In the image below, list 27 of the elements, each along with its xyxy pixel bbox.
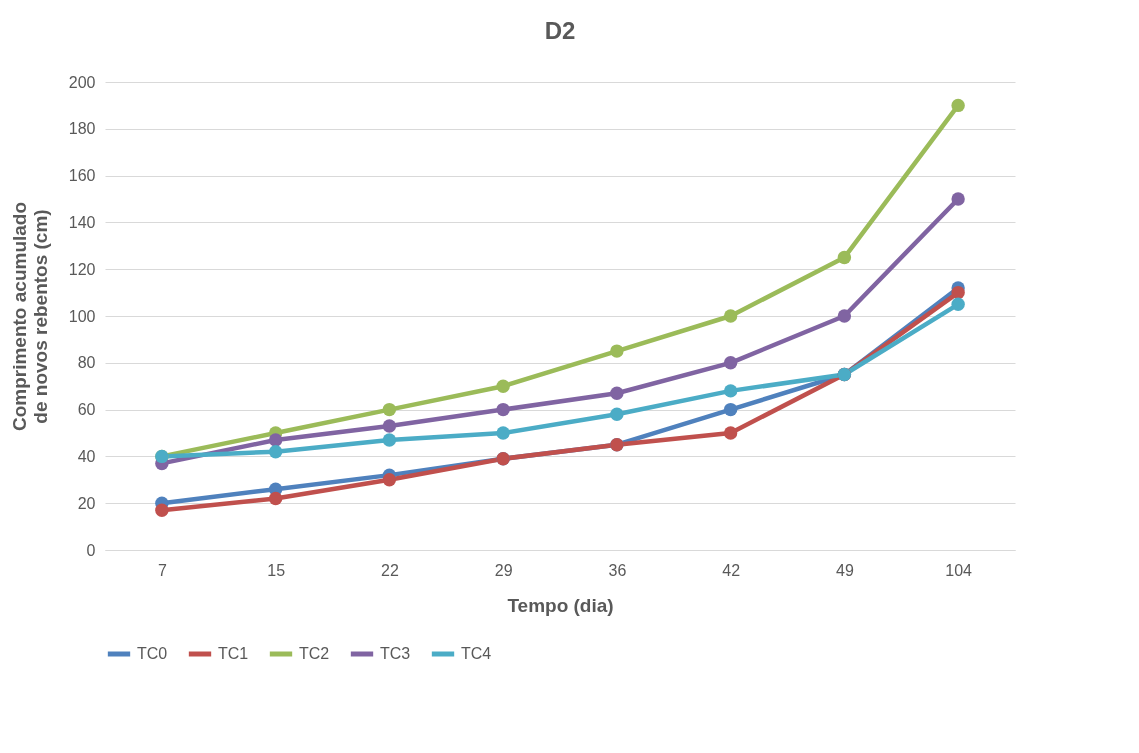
legend-label: TC3 [380, 645, 411, 662]
x-tick-label: 36 [608, 561, 627, 579]
x-tick-label: 42 [722, 561, 741, 579]
chart-title: D2 [544, 17, 576, 44]
legend-label: TC0 [137, 645, 168, 662]
y-axis-title: Comprimento acumulado de novos rebentos (cm) [8, 201, 51, 432]
x-tick-label: 15 [267, 561, 286, 579]
y-tick-label: 80 [77, 354, 96, 372]
x-tick-label: 22 [380, 561, 399, 579]
y-tick-label: 0 [86, 541, 96, 559]
y-tick-label: 200 [68, 73, 96, 91]
y-tick-label: 160 [68, 167, 96, 185]
x-tick-label: 29 [494, 561, 513, 579]
y-tick-label: 180 [68, 120, 96, 138]
legend-label: TC1 [218, 645, 249, 662]
y-tick-label: 140 [68, 213, 96, 231]
y-tick-label: 120 [68, 260, 96, 278]
y-tick-label: 60 [77, 401, 96, 419]
legend-label: TC4 [461, 645, 492, 662]
y-tick-label: 40 [77, 447, 96, 465]
y-tick-label: 20 [77, 494, 96, 512]
y-tick-label: 100 [68, 307, 96, 325]
x-tick-label: 7 [157, 561, 167, 579]
x-axis-title: Tempo (dia) [507, 594, 614, 616]
legend-label: TC2 [299, 645, 330, 662]
x-tick-label: 49 [835, 561, 854, 579]
x-tick-label: 104 [945, 561, 973, 579]
